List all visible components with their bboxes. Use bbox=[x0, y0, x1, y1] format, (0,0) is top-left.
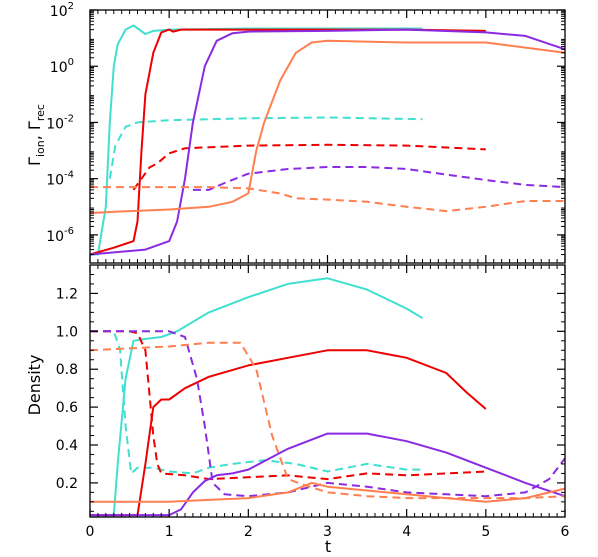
top-series-8-dashed bbox=[90, 186, 565, 213]
top-series-3-solid bbox=[89, 28, 486, 256]
bottom-series-8-dashed bbox=[89, 341, 566, 500]
bottom-ytick-label: 1.2 bbox=[56, 286, 78, 302]
top-ytick-label: 10-6 bbox=[46, 226, 74, 245]
top-series-7-solid bbox=[89, 39, 566, 214]
top-series-6-dashed bbox=[192, 166, 566, 191]
xtick-label: 2 bbox=[244, 524, 253, 540]
top-panel-frame bbox=[89, 9, 566, 264]
x-axis-label: t bbox=[325, 537, 331, 556]
top-panel-lines bbox=[89, 24, 566, 256]
bottom-series-1-solid bbox=[90, 277, 424, 517]
top-series-2-dashed bbox=[108, 116, 423, 179]
bottom-series-4-dashed bbox=[90, 330, 486, 481]
bottom-panel-lines bbox=[89, 277, 566, 517]
bottom-ytick-label: 0.8 bbox=[56, 362, 78, 378]
top-ytick-label: 102 bbox=[50, 1, 74, 20]
top-panel-ticks: 10-6 10-4 10-2 100 102 bbox=[46, 1, 566, 263]
top-series-5-solid bbox=[89, 28, 566, 256]
bottom-series-2-dashed bbox=[90, 330, 423, 475]
bottom-panel-ticks: 0 1 2 3 4 5 6 0.2 0.4 0.6 0.8 1.0 1.2 bbox=[56, 265, 570, 540]
bottom-series-6-dashed bbox=[90, 330, 566, 498]
top-series-4-dashed bbox=[132, 143, 486, 191]
bottom-series-3-solid bbox=[90, 349, 487, 517]
xtick-label: 4 bbox=[402, 524, 411, 540]
top-y-axis-label: Γion, Γrec bbox=[25, 104, 47, 166]
top-ytick-label: 100 bbox=[50, 57, 74, 76]
bottom-series-7-solid bbox=[90, 481, 566, 503]
bottom-panel-frame bbox=[89, 264, 566, 518]
bottom-ytick-label: 0.4 bbox=[56, 438, 78, 454]
bottom-ytick-label: 0.2 bbox=[56, 476, 78, 492]
xtick-label: 3 bbox=[323, 524, 332, 540]
xtick-label: 1 bbox=[165, 524, 174, 540]
xtick-label: 5 bbox=[481, 524, 490, 540]
xtick-label: 6 bbox=[561, 524, 570, 540]
bottom-ytick-label: 1.0 bbox=[56, 324, 78, 340]
top-ytick-label: 10-2 bbox=[46, 113, 74, 132]
top-ytick-label: 10-4 bbox=[46, 170, 74, 189]
top-series-1-solid bbox=[90, 24, 423, 256]
bottom-ytick-label: 0.6 bbox=[56, 400, 78, 416]
bottom-y-axis-label: Density bbox=[25, 355, 44, 416]
bottom-series-5-solid bbox=[90, 432, 566, 517]
xtick-label: 0 bbox=[86, 524, 95, 540]
